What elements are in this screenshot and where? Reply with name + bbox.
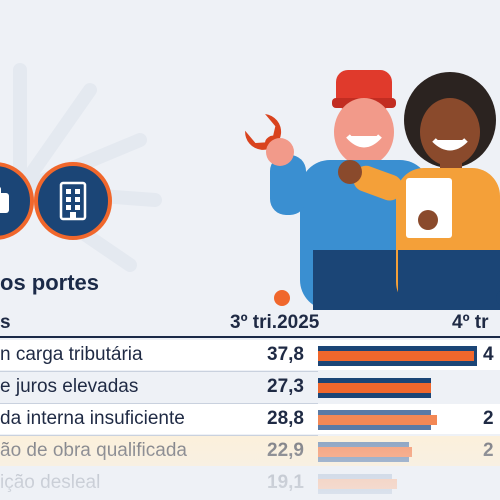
table-row-highlighted: ão de obra qualificada 22,9 2: [0, 436, 500, 466]
bar-q3: [318, 351, 474, 361]
table-row: n carga tributária 37,8 4: [0, 340, 500, 370]
row-value-q3: 22,9: [267, 440, 304, 461]
row-label: ão de obra qualificada: [0, 440, 187, 461]
row-bars: [318, 410, 483, 430]
table-row: da interna insuficiente 28,8 2: [0, 404, 500, 434]
q3-legend-dot: [274, 290, 290, 306]
table-row: ição desleal 19,1: [0, 468, 500, 498]
bar-q3: [318, 383, 431, 393]
row-value-q3: 37,8: [267, 344, 304, 365]
column-header-label: s: [0, 312, 11, 333]
row-divider: [0, 403, 318, 404]
row-value-q3: 28,8: [267, 408, 304, 429]
column-header-q3: 3º tri.2025: [230, 312, 320, 333]
sunburst-decoration: [13, 63, 162, 272]
row-divider: [0, 435, 318, 436]
building-icon: [34, 162, 112, 240]
row-value-q4: 2: [483, 408, 494, 429]
bar-q3: [318, 415, 437, 425]
q4-legend-dot: [496, 290, 500, 306]
row-value-q4: 2: [483, 440, 494, 461]
row-label: n carga tributária: [0, 344, 143, 365]
table-header: s 3º tri.2025 4º tr: [0, 306, 500, 338]
row-value-q4: 4: [483, 344, 494, 365]
row-bars: [318, 442, 483, 462]
row-label: e juros elevadas: [0, 376, 139, 397]
bar-q3: [318, 479, 397, 489]
row-bars: [318, 346, 483, 366]
row-label: ição desleal: [0, 472, 101, 493]
row-value-q3: 27,3: [267, 376, 304, 397]
column-header-q4: 4º tr: [452, 312, 489, 333]
row-label: da interna insuficiente: [0, 408, 185, 429]
section-title: os portes: [0, 270, 100, 295]
row-value-q3: 19,1: [267, 472, 304, 493]
row-divider: [0, 371, 318, 372]
table-row: e juros elevadas 27,3: [0, 372, 500, 402]
bar-q3: [318, 447, 412, 457]
two-workers-illustration: [245, 70, 500, 310]
row-bars: [318, 474, 483, 494]
row-bars: [318, 378, 483, 398]
